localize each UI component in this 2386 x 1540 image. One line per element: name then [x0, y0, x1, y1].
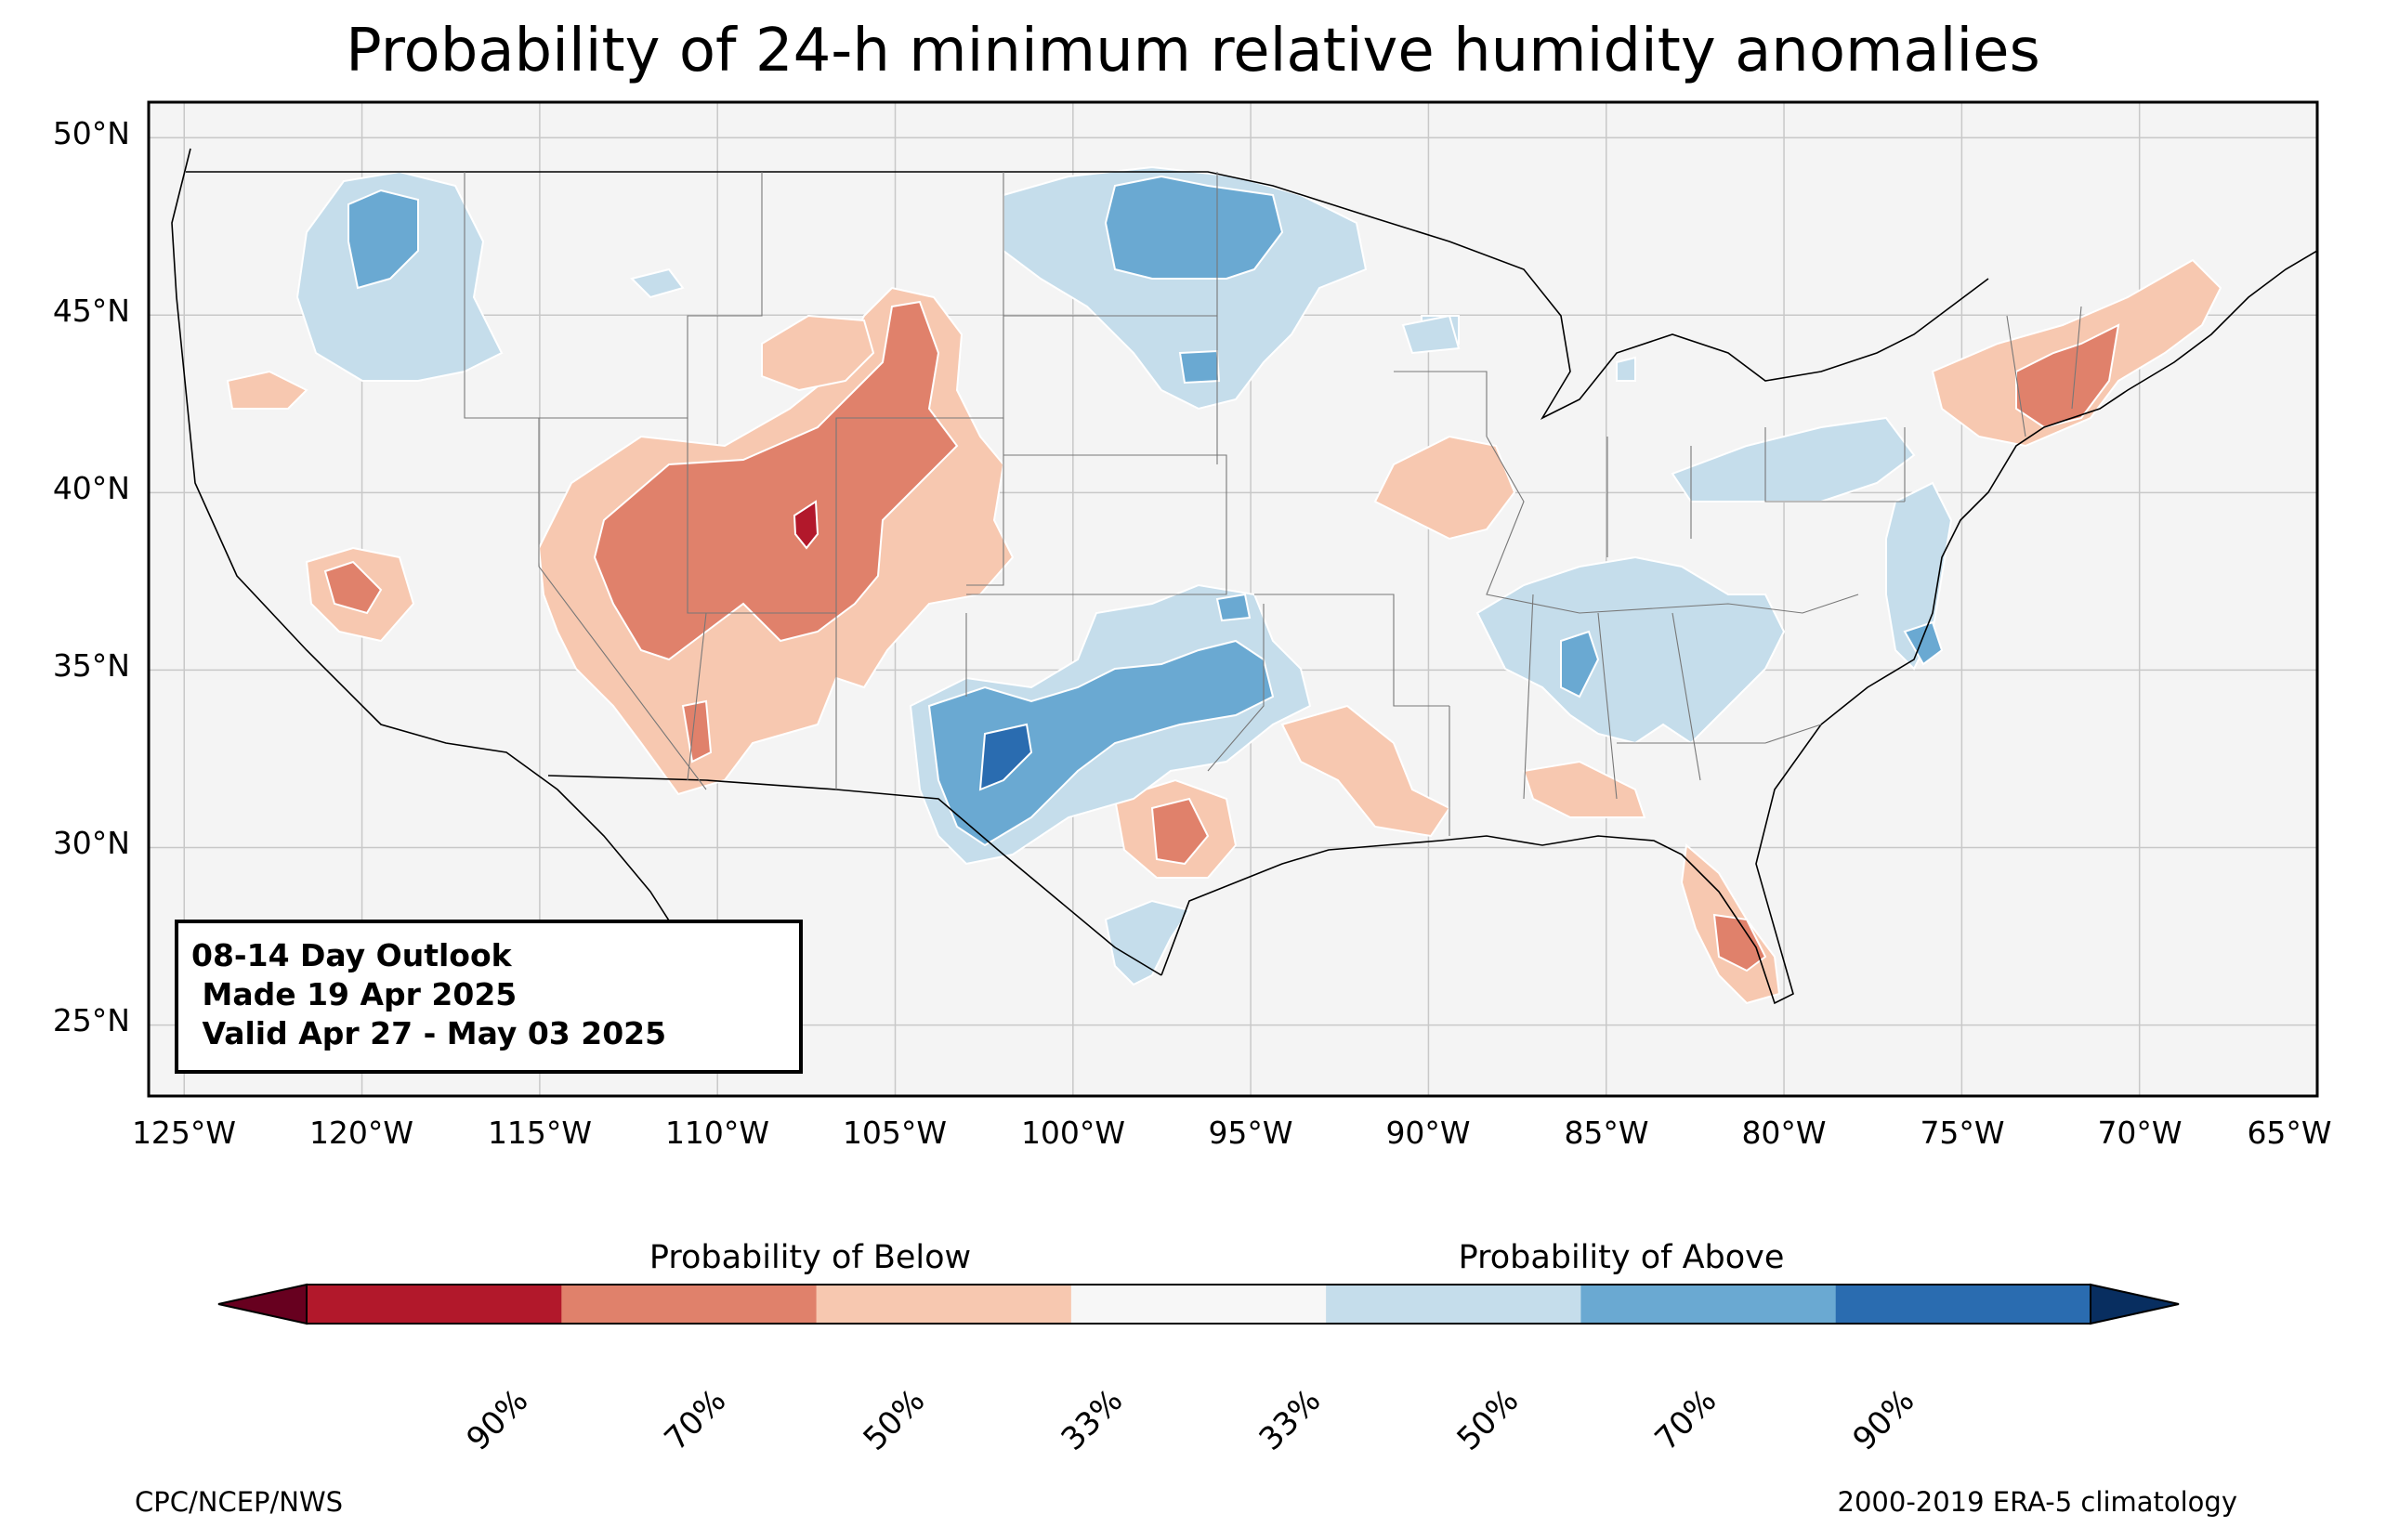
mexico-border — [547, 775, 1162, 976]
lat-label-25: 25°N — [52, 1002, 130, 1038]
az-below50-patch — [681, 699, 713, 763]
colorbar-segment — [1580, 1285, 1837, 1324]
missouri-below-region — [1373, 435, 1516, 541]
ok-above50-patch — [1215, 593, 1252, 622]
southeast-below-patch — [1522, 760, 1646, 818]
ohio-valley-above-region — [1475, 555, 1786, 745]
lon-label-70w: 70°W — [2097, 1115, 2183, 1151]
texas-below50-region — [1150, 797, 1210, 866]
tn-above50-region — [1560, 630, 1600, 698]
colorbar-below-title: Probability of Below — [649, 1239, 972, 1276]
mn-wi-above-patch — [1401, 314, 1461, 355]
state-borders — [464, 172, 2082, 836]
great-lakes-outline — [1374, 217, 1989, 420]
made-date: Made 19 Apr 2025 — [191, 976, 518, 1012]
colorbar-segment — [1070, 1285, 1327, 1324]
above-70-regions — [978, 723, 1033, 791]
wi-above-patch — [1616, 356, 1636, 382]
california-below50-region — [323, 560, 383, 615]
colorbar-extend-right — [2090, 1283, 2180, 1325]
outlook-period: 08-14 Day Outlook — [191, 937, 512, 973]
colorbar-extend-left — [217, 1283, 308, 1325]
colorbar-segment — [1326, 1285, 1581, 1324]
lon-label-90w: 90°W — [1385, 1115, 1471, 1151]
nw-below-patch — [226, 370, 308, 410]
lon-label-105w: 105°W — [842, 1115, 948, 1151]
great-lakes-above-region — [1671, 416, 1916, 502]
utah-below70-patch — [793, 500, 819, 550]
ia-above50-patch — [1178, 349, 1221, 385]
northern-plains-above50-region — [1104, 175, 1284, 280]
lat-label-50: 50°N — [52, 115, 130, 151]
lon-label-115w: 115°W — [487, 1115, 593, 1151]
four-corners-below50-region — [593, 300, 959, 661]
lat-label-45: 45°N — [52, 293, 130, 329]
footer-source: CPC/NCEP/NWS — [135, 1486, 344, 1518]
below-50-regions — [323, 300, 2120, 972]
lon-label-100w: 100°W — [1020, 1115, 1126, 1151]
colorbar-segment — [816, 1285, 1072, 1324]
below-70-regions — [793, 500, 819, 550]
lon-label-75w: 75°W — [1920, 1115, 2005, 1151]
above-50-regions — [347, 175, 1944, 847]
lat-label-40: 40°N — [52, 470, 130, 506]
valid-period: Valid Apr 27 - May 03 2025 — [191, 1015, 667, 1051]
ny-ne-below50-region — [2015, 323, 2120, 429]
southern-plains-above50-region — [927, 639, 1275, 847]
colorbar-segment — [307, 1285, 562, 1324]
lon-label-80w: 80°W — [1741, 1115, 1827, 1151]
northern-border — [186, 171, 1376, 219]
gulf-coast — [1160, 250, 2317, 1005]
map-frame — [147, 100, 2319, 1098]
lat-label-35: 35°N — [52, 647, 130, 684]
chart-title: Probability of 24-h minimum relative hum… — [346, 17, 2040, 85]
lon-label-65w: 65°W — [2247, 1115, 2332, 1151]
lon-label-95w: 95°W — [1208, 1115, 1293, 1151]
lon-label-125w: 125°W — [131, 1115, 237, 1151]
colorbar-border — [306, 1284, 2091, 1325]
montana-above-patch — [630, 268, 685, 299]
colorbar — [217, 1283, 2180, 1325]
west-central-below-region — [761, 314, 875, 392]
lon-label-85w: 85°W — [1564, 1115, 1649, 1151]
lon-label-110w: 110°W — [664, 1115, 770, 1151]
lower-ms-below-region — [1280, 704, 1451, 838]
florida-below50-region — [1712, 913, 1767, 972]
outlook-info-box: 08-14 Day Outlook Made 19 Apr 2025 Valid… — [175, 920, 803, 1074]
lon-label-120w: 120°W — [308, 1115, 414, 1151]
pacific-nw-above50-region — [347, 189, 419, 290]
footer-climatology: 2000-2019 ERA-5 climatology — [1837, 1486, 2237, 1518]
colorbar-segment — [1835, 1285, 2091, 1324]
colorbar-segment — [561, 1285, 818, 1324]
colorbar-above-title: Probability of Above — [1458, 1239, 1785, 1276]
lat-label-30: 30°N — [52, 825, 130, 861]
gulf-coast-above-region — [1104, 899, 1191, 986]
w-texas-above70-patch — [978, 723, 1033, 791]
